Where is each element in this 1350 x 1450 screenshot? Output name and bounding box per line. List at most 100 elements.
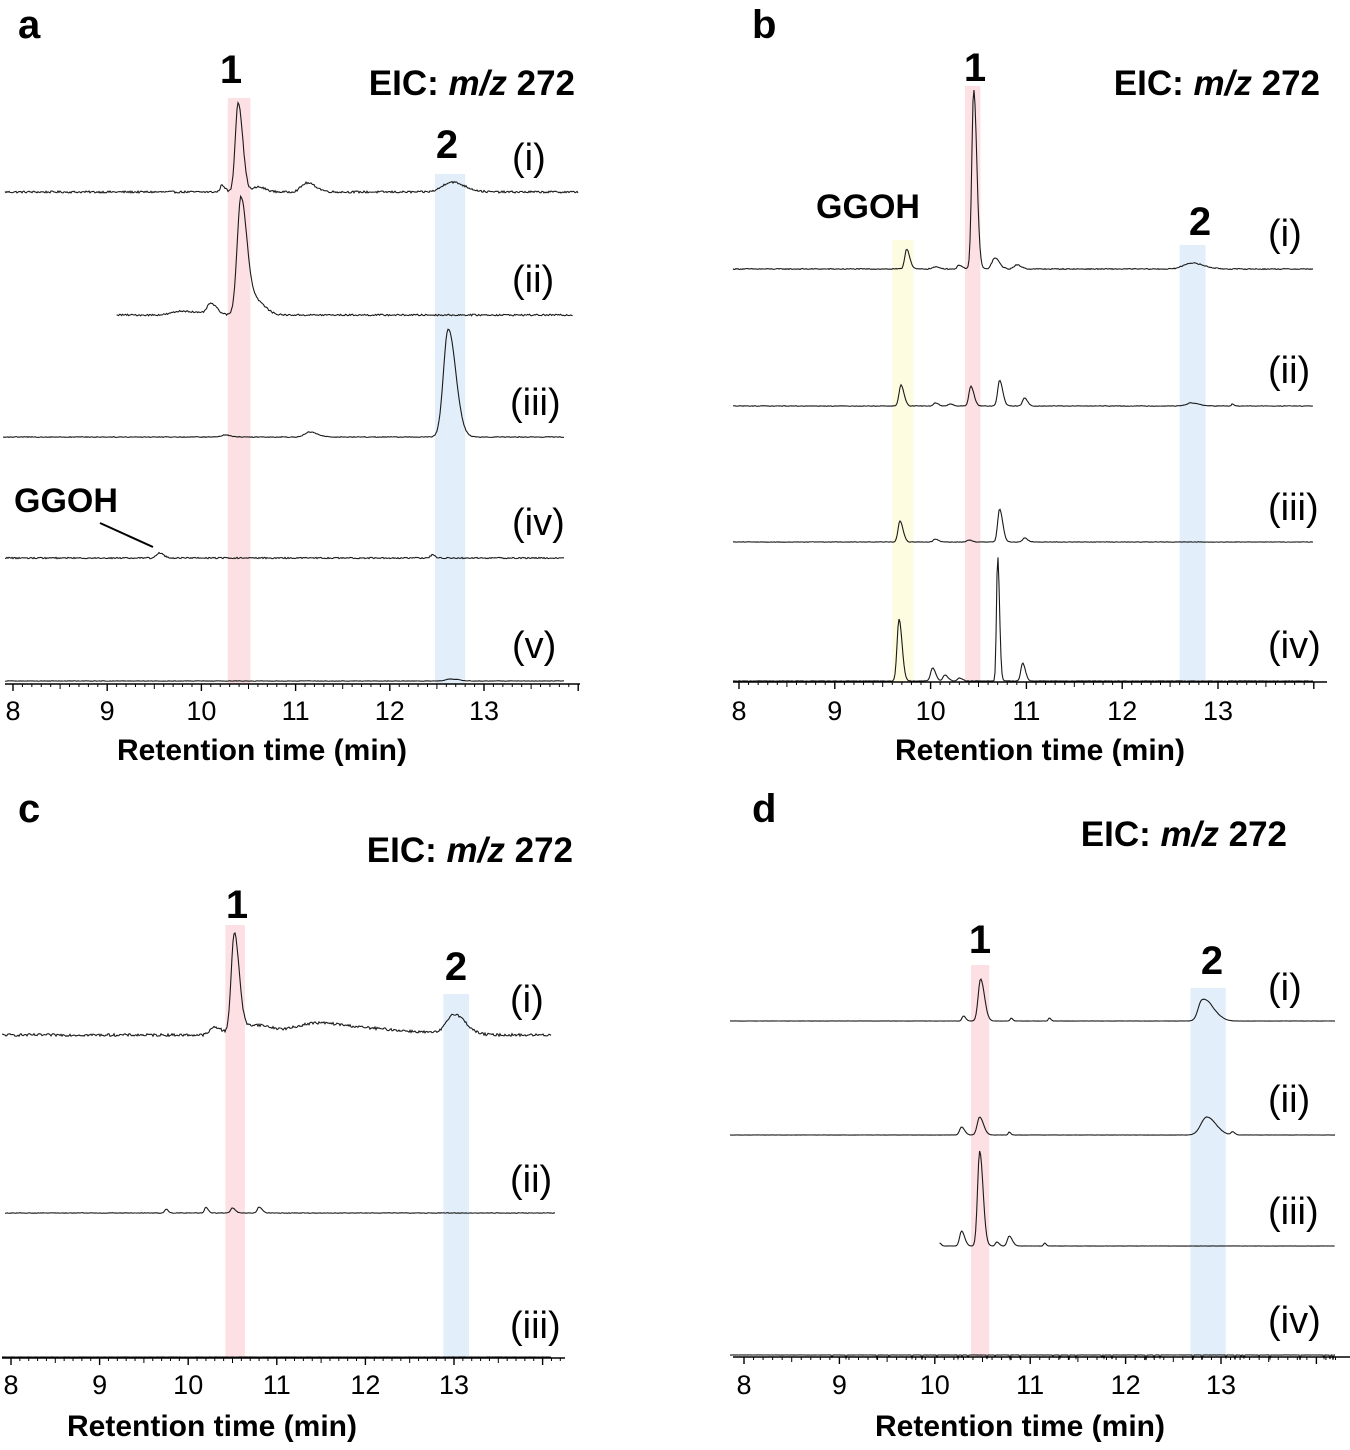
panel-letter: d — [752, 787, 776, 831]
eic-title-prefix: EIC: — [1114, 64, 1194, 103]
x-tick-label: 9 — [827, 696, 842, 726]
peak-label-2: 2 — [1189, 200, 1211, 244]
trace-line — [4, 100, 579, 194]
trace-label: (i) — [1268, 213, 1302, 255]
trace-label: (ii) — [1268, 1079, 1310, 1121]
x-tick-label: 12 — [1111, 1370, 1141, 1400]
eic-title-suffix: 272 — [1219, 815, 1287, 854]
highlight-band-peak-2 — [1179, 245, 1206, 682]
trace-line — [732, 379, 1314, 407]
highlight-band-ggoh — [892, 240, 914, 682]
trace-label: (iv) — [1268, 1300, 1321, 1342]
trace-line — [729, 1353, 1336, 1361]
trace-label: (iii) — [1268, 1191, 1319, 1233]
trace-label: (i) — [1268, 967, 1302, 1009]
panel-a: 1 2 a EIC: m/z 272 (i) (ii) (iii) (iv) (v) GGOH 8 9… — [2, 3, 580, 767]
trace-label: (i) — [510, 979, 544, 1021]
x-tick-label: 13 — [1203, 696, 1233, 726]
panel-letter: c — [18, 787, 40, 831]
x-tick-label: 10 — [173, 1370, 203, 1400]
x-tick-label: 12 — [350, 1370, 380, 1400]
eic-title: EIC: m/z 272 — [367, 831, 573, 870]
highlight-band-peak-2 — [443, 994, 470, 1358]
peak-label-2: 2 — [445, 945, 467, 989]
x-tick-label: 9 — [100, 696, 115, 726]
panel-letter: b — [752, 3, 776, 47]
x-tick-label: 13 — [469, 696, 499, 726]
highlight-band-peak-2 — [1190, 988, 1226, 1357]
trace-line — [732, 557, 1314, 682]
eic-title-suffix: 272 — [505, 831, 573, 870]
trace-line — [4, 1206, 556, 1214]
x-tick-label: 13 — [1206, 1370, 1236, 1400]
trace-line — [732, 508, 1314, 543]
peak-label-2: 2 — [436, 123, 458, 167]
x-tick-label: 13 — [439, 1370, 469, 1400]
eic-title-prefix: EIC: — [367, 831, 447, 870]
ggoh-label: GGOH — [816, 188, 920, 226]
trace-line — [4, 551, 565, 560]
trace-line — [729, 1116, 1336, 1136]
highlight-band-peak-1 — [227, 98, 251, 684]
trace-label: (iii) — [1268, 487, 1319, 529]
eic-title-mz: m/z — [449, 64, 508, 103]
annotation-leader-line — [99, 522, 154, 548]
x-tick-label: 8 — [3, 1370, 18, 1400]
peak-label-1: 1 — [226, 883, 248, 927]
panel-letter: a — [18, 3, 41, 47]
highlight-band-peak-1 — [971, 965, 990, 1357]
highlight-band-peak-2 — [435, 174, 466, 684]
x-tick-label: 11 — [1016, 1370, 1044, 1400]
trace-label: (ii) — [1268, 350, 1310, 392]
eic-title: EIC: m/z 272 — [369, 64, 575, 103]
highlight-band-peak-1 — [965, 86, 981, 682]
trace-label: (i) — [512, 137, 546, 179]
trace-label: (iii) — [510, 1305, 561, 1347]
x-tick-label: 12 — [1107, 696, 1137, 726]
eic-title: EIC: m/z 272 — [1114, 64, 1320, 103]
trace-line — [732, 90, 1314, 271]
annotation-ggoh: GGOH — [14, 482, 118, 520]
x-axis-label: Retention time (min) — [117, 734, 407, 767]
trace-line — [729, 978, 1335, 1022]
x-tick-label: 8 — [731, 696, 746, 726]
peak-label-1: 1 — [964, 46, 986, 90]
highlight-band-peak-1 — [225, 925, 245, 1358]
eic-title-mz: m/z — [447, 831, 506, 870]
trace-label: (ii) — [512, 259, 554, 301]
x-tick-label: 11 — [282, 696, 310, 726]
trace-label: (v) — [512, 625, 556, 667]
x-tick-label: 9 — [92, 1370, 107, 1400]
peak-label-1: 1 — [220, 48, 242, 92]
trace-label: (iii) — [510, 382, 561, 424]
trace-line — [2, 328, 565, 439]
eic-title-mz: m/z — [1194, 64, 1253, 103]
x-tick-label: 10 — [916, 696, 946, 726]
trace-label: (ii) — [510, 1159, 552, 1201]
x-tick-label: 10 — [186, 696, 216, 726]
x-axis-label: Retention time (min) — [875, 1410, 1165, 1443]
trace-line — [939, 1150, 1335, 1247]
eic-title-prefix: EIC: — [1081, 815, 1161, 854]
trace-label: (iv) — [1268, 625, 1321, 667]
trace-line — [4, 678, 565, 682]
eic-title-suffix: 272 — [1252, 64, 1320, 103]
trace-line — [1, 932, 552, 1038]
eic-title-suffix: 272 — [507, 64, 575, 103]
peak-label-1: 1 — [969, 918, 991, 962]
eic-title-prefix: EIC: — [369, 64, 449, 103]
eic-title-mz: m/z — [1161, 815, 1220, 854]
x-axis-label: Retention time (min) — [67, 1410, 357, 1443]
x-tick-label: 11 — [263, 1370, 291, 1400]
x-tick-label: 9 — [832, 1370, 847, 1400]
x-tick-label: 8 — [736, 1370, 751, 1400]
trace-label: (iv) — [512, 502, 565, 544]
x-tick-label: 8 — [5, 696, 20, 726]
x-tick-label: 10 — [920, 1370, 950, 1400]
x-tick-label: 11 — [1012, 696, 1040, 726]
x-axis-label: Retention time (min) — [895, 734, 1185, 767]
